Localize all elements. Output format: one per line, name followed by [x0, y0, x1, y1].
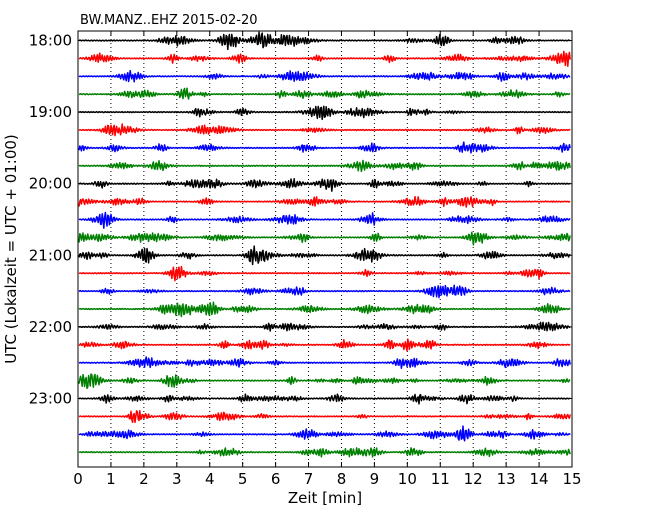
trace-2115: [78, 265, 571, 282]
y-tick-label: 21:00: [29, 246, 72, 264]
trace-2245: [78, 373, 571, 390]
trace-2015: [78, 195, 571, 208]
x-tick-label: 9: [370, 470, 380, 488]
x-axis: 0 1 2 3 4 5 6 7 8 9 10 11 12 13 14 15: [73, 31, 582, 488]
trace-2045: [78, 231, 571, 246]
x-tick-label: 8: [337, 470, 347, 488]
trace-2300: [78, 393, 571, 405]
trace-1800: [78, 31, 571, 51]
y-tick-label: 23:00: [29, 390, 72, 408]
x-tick-label: 0: [73, 470, 83, 488]
y-tick-label: 20:00: [29, 175, 72, 193]
trace-2215: [78, 338, 571, 352]
trace-1815: [78, 50, 571, 67]
x-tick-label: 2: [139, 470, 149, 488]
x-tick-label: 14: [530, 470, 549, 488]
x-tick-label: 11: [431, 470, 450, 488]
trace-2030: [78, 211, 571, 229]
x-tick-label: 3: [172, 470, 182, 488]
trace-1830: [78, 69, 571, 83]
y-tick-label: 22:00: [29, 318, 72, 336]
x-tick-label: 1: [106, 470, 116, 488]
trace-2130: [78, 284, 571, 299]
trace-2000: [78, 177, 571, 192]
trace-1900: [78, 105, 571, 121]
x-tick-label: 5: [238, 470, 248, 488]
x-tick-label: 12: [464, 470, 483, 488]
chart-title: BW.MANZ..EHZ 2015-02-20: [80, 13, 258, 28]
trace-1845: [78, 87, 571, 100]
trace-2100: [78, 245, 571, 266]
x-tick-label: 6: [271, 470, 281, 488]
x-tick-label: 10: [398, 470, 417, 488]
x-tick-label: 15: [562, 470, 581, 488]
x-tick-label: 13: [497, 470, 516, 488]
trace-2200: [78, 321, 571, 332]
trace-1930: [78, 141, 571, 154]
y-axis-label: UTC (Lokalzeit = UTC + 01:00): [2, 134, 20, 364]
trace-2145: [78, 301, 571, 318]
trace-1915: [78, 123, 571, 137]
plot-frame: [77, 30, 573, 468]
x-grid: [110, 31, 540, 467]
trace-2230: [78, 356, 571, 370]
trace-1945: [78, 159, 571, 173]
y-axis: 18:00 19:00 20:00 21:00 22:00 23:00: [29, 32, 572, 408]
x-tick-label: 4: [205, 470, 215, 488]
trace-2330: [78, 425, 571, 442]
x-tick-label: 7: [304, 470, 314, 488]
seismogram-traces: [78, 31, 571, 458]
y-tick-label: 19:00: [29, 103, 72, 121]
x-axis-label: Zeit [min]: [288, 489, 362, 507]
trace-2345: [78, 447, 571, 458]
y-tick-label: 18:00: [29, 32, 72, 50]
trace-2315: [78, 410, 571, 424]
